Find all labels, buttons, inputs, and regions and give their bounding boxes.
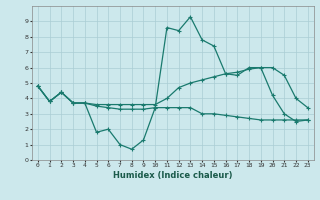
X-axis label: Humidex (Indice chaleur): Humidex (Indice chaleur) [113,171,233,180]
